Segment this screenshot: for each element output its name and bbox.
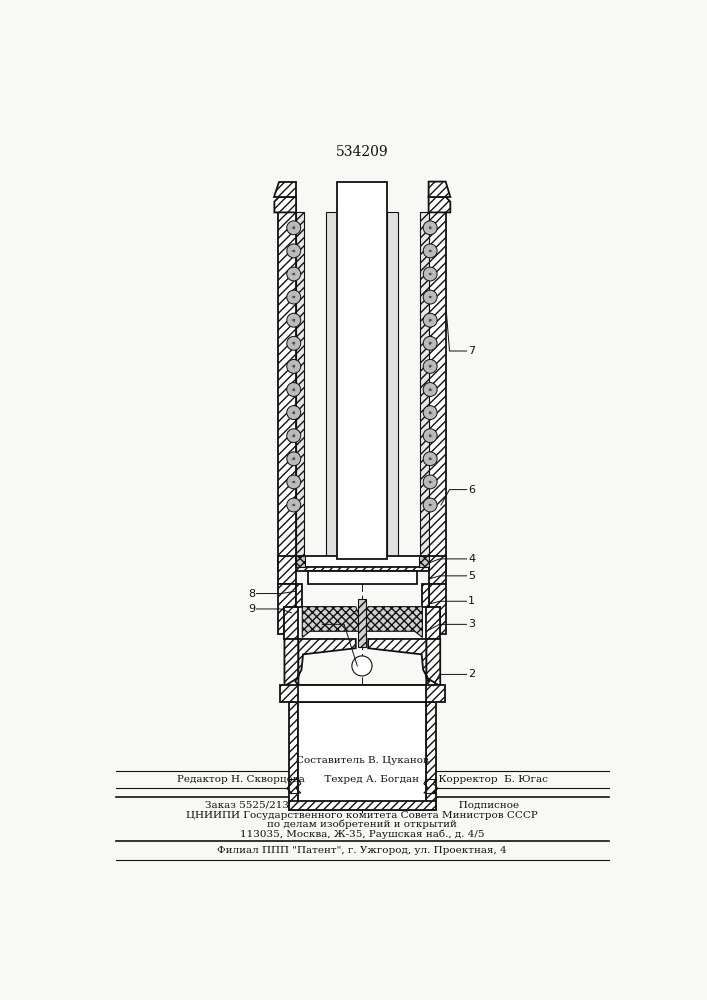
Circle shape <box>423 221 437 235</box>
Polygon shape <box>296 639 356 685</box>
Text: 9: 9 <box>248 604 255 614</box>
Polygon shape <box>303 607 359 637</box>
Bar <box>426 702 436 810</box>
Circle shape <box>287 290 300 304</box>
Circle shape <box>423 429 437 443</box>
Polygon shape <box>280 685 445 702</box>
Bar <box>419 556 428 567</box>
Circle shape <box>423 359 437 373</box>
Polygon shape <box>296 584 303 607</box>
Circle shape <box>287 267 300 281</box>
Polygon shape <box>296 212 304 557</box>
Polygon shape <box>274 182 296 197</box>
Text: 6: 6 <box>468 485 475 495</box>
Text: 2: 2 <box>468 669 475 679</box>
Bar <box>358 599 366 647</box>
Bar <box>337 182 387 559</box>
Circle shape <box>423 383 437 396</box>
Circle shape <box>287 359 300 373</box>
Circle shape <box>423 406 437 420</box>
Bar <box>296 556 305 567</box>
Text: 5: 5 <box>468 571 475 581</box>
Bar <box>289 702 298 810</box>
Bar <box>308 571 417 584</box>
Polygon shape <box>428 212 446 557</box>
Bar <box>387 212 397 557</box>
Text: по делам изобретений и открытий: по делам изобретений и открытий <box>267 820 457 829</box>
Polygon shape <box>426 607 440 639</box>
Circle shape <box>287 336 300 350</box>
Circle shape <box>287 452 300 466</box>
Polygon shape <box>428 182 450 197</box>
Circle shape <box>287 313 300 327</box>
Text: 10: 10 <box>307 619 321 629</box>
Text: 7: 7 <box>468 346 475 356</box>
Text: 4: 4 <box>468 554 475 564</box>
Polygon shape <box>428 556 446 584</box>
Polygon shape <box>279 556 296 584</box>
Circle shape <box>423 452 437 466</box>
Text: Редактор Н. Скворцова      Техред А. Богдан      Корректор  Б. Югас: Редактор Н. Скворцова Техред А. Богдан К… <box>177 775 547 784</box>
Polygon shape <box>426 639 440 685</box>
Text: 3: 3 <box>468 619 475 629</box>
Text: Заказ 5525/213                 Тираж 723                 Подписное: Заказ 5525/213 Тираж 723 Подписное <box>205 801 519 810</box>
Text: Составитель В. Цуканов: Составитель В. Цуканов <box>296 756 428 765</box>
Text: Филиал ППП "Патент", г. Ужгород, ул. Проектная, 4: Филиал ППП "Патент", г. Ужгород, ул. Про… <box>217 846 507 855</box>
Circle shape <box>287 429 300 443</box>
Text: 1: 1 <box>468 596 475 606</box>
Bar <box>279 557 428 571</box>
Polygon shape <box>428 584 446 634</box>
Bar <box>327 212 337 557</box>
Circle shape <box>287 475 300 489</box>
Text: ЦНИИПИ Государственного комитета Совета Министров СССР: ЦНИИПИ Государственного комитета Совета … <box>186 811 538 820</box>
Polygon shape <box>368 639 429 685</box>
Bar <box>428 557 446 571</box>
Text: 8: 8 <box>248 589 255 599</box>
Circle shape <box>287 244 300 258</box>
Circle shape <box>287 383 300 396</box>
Bar <box>289 801 436 810</box>
Circle shape <box>423 267 437 281</box>
Polygon shape <box>274 197 296 212</box>
Circle shape <box>287 498 300 512</box>
Circle shape <box>423 290 437 304</box>
Circle shape <box>287 221 300 235</box>
Polygon shape <box>420 212 428 557</box>
Bar <box>298 685 426 702</box>
Circle shape <box>287 406 300 420</box>
Bar <box>298 702 426 810</box>
Circle shape <box>423 475 437 489</box>
Polygon shape <box>428 197 450 212</box>
Circle shape <box>423 244 437 258</box>
Text: 534209: 534209 <box>336 145 388 159</box>
Circle shape <box>423 336 437 350</box>
Text: 113035, Москва, Ж-35, Раушская наб., д. 4/5: 113035, Москва, Ж-35, Раушская наб., д. … <box>240 829 484 839</box>
Circle shape <box>423 313 437 327</box>
Bar <box>296 556 428 567</box>
Polygon shape <box>284 639 298 685</box>
Polygon shape <box>279 212 296 557</box>
Polygon shape <box>422 584 428 607</box>
Polygon shape <box>284 607 298 639</box>
Circle shape <box>423 498 437 512</box>
Circle shape <box>352 656 372 676</box>
Polygon shape <box>279 584 296 634</box>
Polygon shape <box>365 607 422 637</box>
